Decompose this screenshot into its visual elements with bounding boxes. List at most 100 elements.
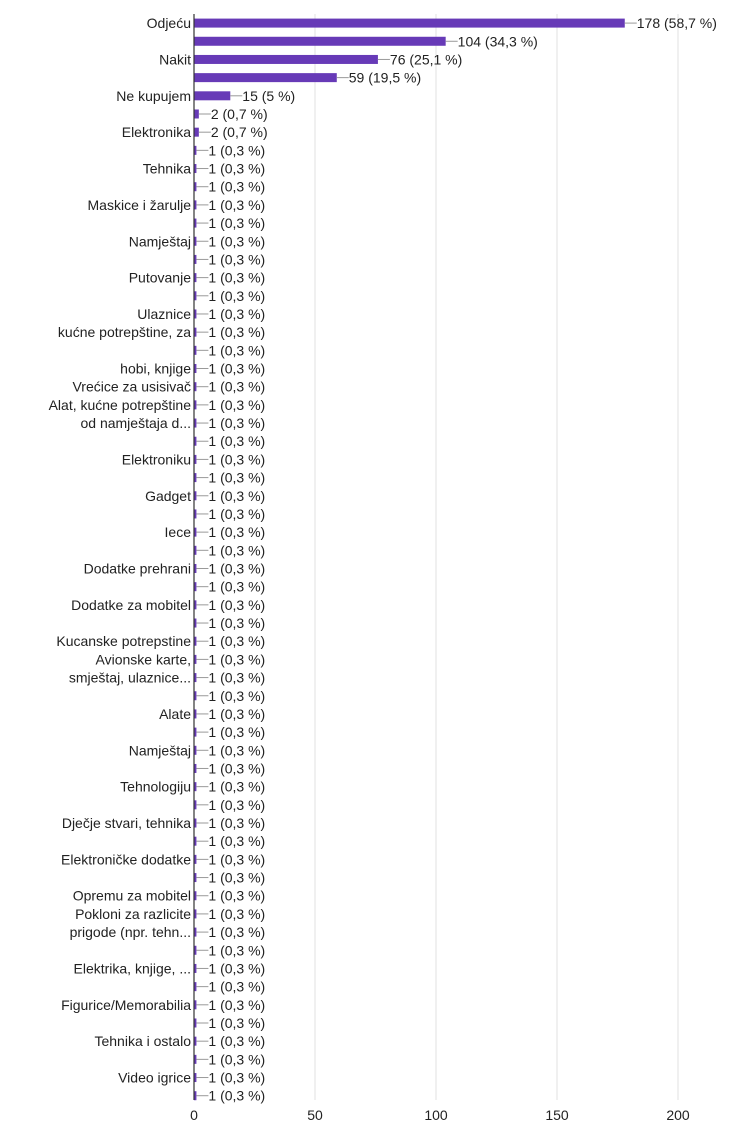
bar (194, 473, 197, 483)
data-label: 1 (0,3 %) (208, 397, 265, 413)
bar (194, 1000, 197, 1010)
bar (194, 436, 197, 446)
data-label: 2 (0,7 %) (211, 106, 268, 122)
bar (194, 1073, 197, 1083)
data-label: 1 (0,3 %) (208, 342, 265, 358)
category-label: Gadget (145, 488, 191, 504)
bar (194, 582, 197, 592)
data-label: 1 (0,3 %) (208, 251, 265, 267)
data-label: 1 (0,3 %) (208, 324, 265, 340)
bar (194, 73, 337, 83)
bar (194, 509, 197, 519)
bar (194, 291, 197, 301)
data-label: 1 (0,3 %) (208, 815, 265, 831)
bar (194, 418, 197, 428)
bar (194, 909, 197, 919)
bar (194, 945, 197, 955)
bar (194, 273, 197, 283)
data-label: 1 (0,3 %) (208, 888, 265, 904)
bar (194, 673, 197, 683)
data-label: 1 (0,3 %) (208, 979, 265, 995)
category-label: Namještaj (129, 742, 191, 758)
data-label: 1 (0,3 %) (208, 688, 265, 704)
bar (194, 127, 199, 137)
data-label: 1 (0,3 %) (208, 560, 265, 576)
bar (194, 982, 197, 992)
category-label: Kucanske potrepstine (56, 633, 191, 649)
data-label: 1 (0,3 %) (208, 379, 265, 395)
bar (194, 782, 197, 792)
category-label: Ne kupujem (116, 88, 191, 104)
bar (194, 327, 197, 337)
category-label: Vrećice za usisivač (72, 379, 191, 395)
data-label: 1 (0,3 %) (208, 1051, 265, 1067)
bar (194, 636, 197, 646)
data-label: 1 (0,3 %) (208, 615, 265, 631)
bar (194, 364, 197, 374)
category-label: Alat, kućne potrepštine (49, 397, 192, 413)
bar (194, 218, 197, 228)
category-label: Tehnika (143, 161, 191, 177)
bar (194, 36, 446, 46)
bar (194, 527, 197, 537)
data-label: 1 (0,3 %) (208, 924, 265, 940)
bar (194, 236, 197, 246)
bar (194, 618, 197, 628)
category-label: Elektroničke dodatke (61, 851, 191, 867)
data-label: 2 (0,7 %) (211, 124, 268, 140)
bar (194, 454, 197, 464)
bar (194, 709, 197, 719)
data-label: 1 (0,3 %) (208, 361, 265, 377)
data-label: 1 (0,3 %) (208, 760, 265, 776)
bar (194, 18, 625, 28)
category-label: Dodatke za mobitel (71, 597, 191, 613)
data-label: 1 (0,3 %) (208, 960, 265, 976)
bar (194, 1036, 197, 1046)
category-label: Figurice/Memorabilia (61, 997, 191, 1013)
bar (194, 727, 197, 737)
data-label: 1 (0,3 %) (208, 433, 265, 449)
data-label: 15 (5 %) (242, 88, 295, 104)
data-label: 1 (0,3 %) (208, 1015, 265, 1031)
data-label: 1 (0,3 %) (208, 488, 265, 504)
data-label: 59 (19,5 %) (349, 70, 421, 86)
data-label: 1 (0,3 %) (208, 179, 265, 195)
data-label: 1 (0,3 %) (208, 288, 265, 304)
x-tick-label: 200 (666, 1107, 690, 1123)
x-tick-label: 100 (424, 1107, 448, 1123)
category-label: Maskice i žarulje (88, 197, 192, 213)
bar (194, 654, 197, 664)
category-label: Dodatke prehrani (84, 560, 191, 576)
leader-lines (196, 22, 637, 1097)
bar (194, 891, 197, 901)
data-label: 1 (0,3 %) (208, 1088, 265, 1104)
category-label: Alate (159, 706, 191, 722)
data-label: 1 (0,3 %) (208, 524, 265, 540)
data-label: 178 (58,7 %) (637, 15, 717, 31)
bar (194, 800, 197, 810)
data-label: 1 (0,3 %) (208, 670, 265, 686)
bar (194, 963, 197, 973)
category-label: Namještaj (129, 233, 191, 249)
bar (194, 309, 197, 319)
bar (194, 382, 197, 392)
gridlines (314, 14, 679, 1100)
bar (194, 873, 197, 883)
data-label: 1 (0,3 %) (208, 270, 265, 286)
bar (194, 1018, 197, 1028)
bar (194, 254, 197, 264)
bar (194, 345, 197, 355)
data-label: 1 (0,3 %) (208, 851, 265, 867)
data-label: 1 (0,3 %) (208, 1033, 265, 1049)
data-label: 1 (0,3 %) (208, 724, 265, 740)
category-label: Iece (165, 524, 192, 540)
x-tick-label: 0 (190, 1107, 198, 1123)
bars (194, 18, 625, 1101)
bar (194, 54, 378, 64)
bar (194, 818, 197, 828)
bar (194, 745, 197, 755)
bar (194, 691, 197, 701)
bar (194, 600, 197, 610)
bar (194, 1054, 197, 1064)
